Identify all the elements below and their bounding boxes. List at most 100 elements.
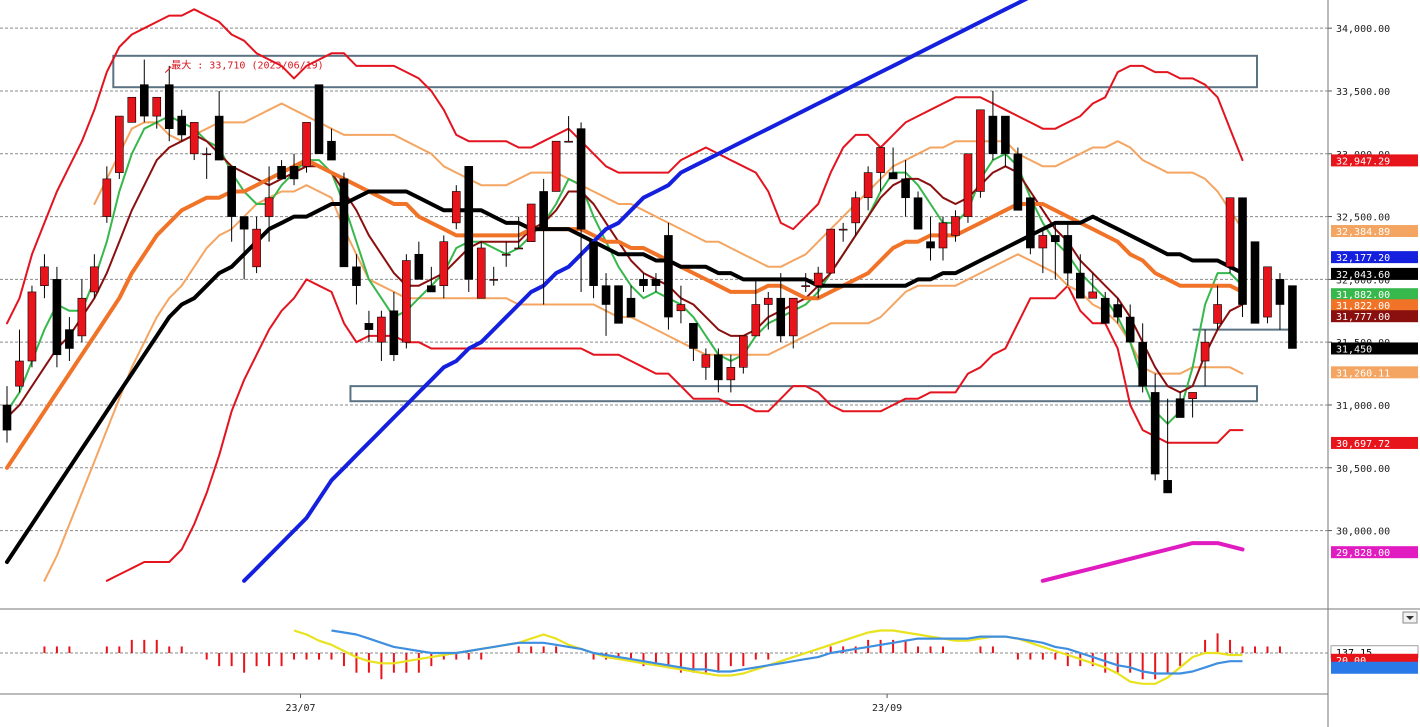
candle-body [77,297,87,337]
candle [115,115,124,179]
candle-body [177,115,187,136]
candle-body [913,197,923,230]
line-ma_black [5,189,1245,564]
candle-body [651,279,661,286]
price-tag-label: 29,828.00 [1336,548,1390,559]
price-tag: 31,882.00 [1331,288,1418,301]
price-tag-box [1331,436,1418,449]
candle [838,222,848,242]
max-annotation-label: 最大 : 33,710 (2023/06/19) [171,59,323,72]
candle-body [1051,235,1060,242]
candle [227,166,236,242]
candle [626,285,636,318]
candle [476,241,486,299]
candle [1001,115,1010,167]
candle-body [976,109,985,192]
candle-body [127,96,137,123]
line-band_outer_lower [105,278,1244,582]
candle [963,153,973,223]
candle [1175,392,1185,418]
candle [127,96,137,123]
candle [1138,323,1147,393]
candle [177,109,187,142]
line-ma_mid [6,133,1244,419]
candle-body [439,241,449,286]
candle-body [252,228,261,268]
candle [551,140,561,192]
candle [751,279,761,337]
price-tag: 32,384.89 [1331,225,1418,238]
candle [339,172,349,268]
candle-body [1026,197,1035,249]
candle-body [289,166,299,180]
candle [1163,398,1172,494]
candle [439,235,449,299]
candle [40,254,49,299]
candle [377,310,386,362]
candle [1088,273,1098,299]
y-tick-label: 34,000.00 [1336,24,1390,35]
date-axis: 23/07 23/09 [0,693,1328,714]
candle-body [689,323,698,349]
candle [913,191,923,230]
candle [364,310,374,343]
candle [402,254,411,349]
candle-body [476,247,486,299]
candle-body [402,260,411,343]
candle [239,216,249,280]
line-ma_orange [5,158,1245,470]
price-tag-label: 31,822.00 [1336,301,1390,312]
candle [414,241,424,280]
candle [664,222,673,330]
candle [514,216,523,250]
candle-body [714,354,723,381]
candle [639,273,648,292]
price-tag: 31,822.00 [1331,299,1418,312]
candle-body [1100,297,1110,324]
candle-body [1001,115,1010,155]
price-tag: 32,177.20 [1331,251,1418,264]
candle-body [1188,392,1197,400]
candle-body [1263,266,1272,318]
candle [1026,197,1035,255]
candle-body [352,266,361,286]
candle-body [239,216,249,230]
candle-body [726,366,736,381]
candle-body [1125,316,1135,343]
candle [164,65,174,142]
candle [1238,197,1247,318]
candle-body [464,166,474,280]
candle [863,166,873,211]
price-tag-box [1331,251,1418,264]
price-tag: 32,043.60 [1331,267,1418,281]
price-tag: 29,828.00 [1331,546,1418,559]
candle [152,96,162,129]
price-tag: 31,450 [1331,342,1418,355]
candle [976,109,985,198]
oscillator-tag [1331,661,1418,674]
panel-dropdown-button[interactable] [1402,611,1418,624]
candle-body [739,335,748,368]
candle-body [951,216,960,236]
candle-body [838,228,848,231]
line-ma_short [6,115,1244,425]
candle [314,84,324,155]
candle [90,254,99,299]
candle-body [2,404,12,431]
candle [427,266,436,293]
candle [77,279,87,343]
candle [1200,329,1210,387]
candle [1113,298,1123,324]
candle-body [614,285,623,324]
candlesticks [2,59,1297,494]
candle-body [1175,398,1185,418]
price-tag-box [1331,288,1418,301]
candle [264,166,274,242]
price-tag-box [1331,299,1418,312]
candle-body [414,253,424,280]
candle-body [1075,272,1085,299]
candle [576,122,586,292]
candle-body [90,266,99,293]
candle-body [164,84,174,129]
